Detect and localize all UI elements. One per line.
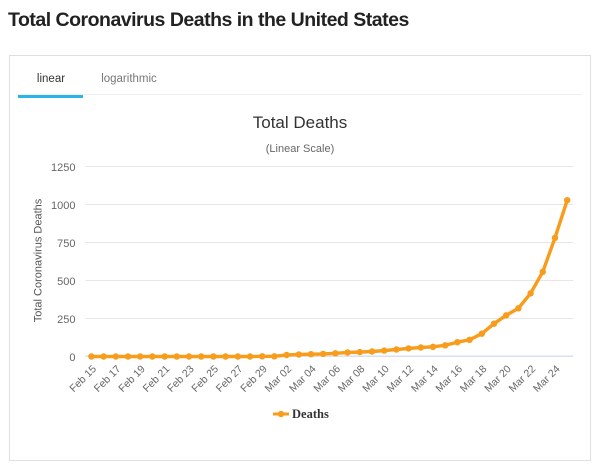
svg-text:Total Deaths: Total Deaths <box>253 113 348 132</box>
svg-text:500: 500 <box>57 276 75 288</box>
svg-text:Total Coronavirus Deaths: Total Coronavirus Deaths <box>33 198 45 322</box>
svg-text:1250: 1250 <box>51 162 75 174</box>
svg-text:Deaths: Deaths <box>292 407 329 421</box>
svg-text:Mar 24: Mar 24 <box>531 363 563 395</box>
svg-text:250: 250 <box>57 314 75 326</box>
svg-text:1000: 1000 <box>51 200 75 212</box>
svg-text:0: 0 <box>69 352 75 364</box>
svg-text:(Linear Scale): (Linear Scale) <box>266 143 334 155</box>
svg-text:750: 750 <box>57 238 75 250</box>
